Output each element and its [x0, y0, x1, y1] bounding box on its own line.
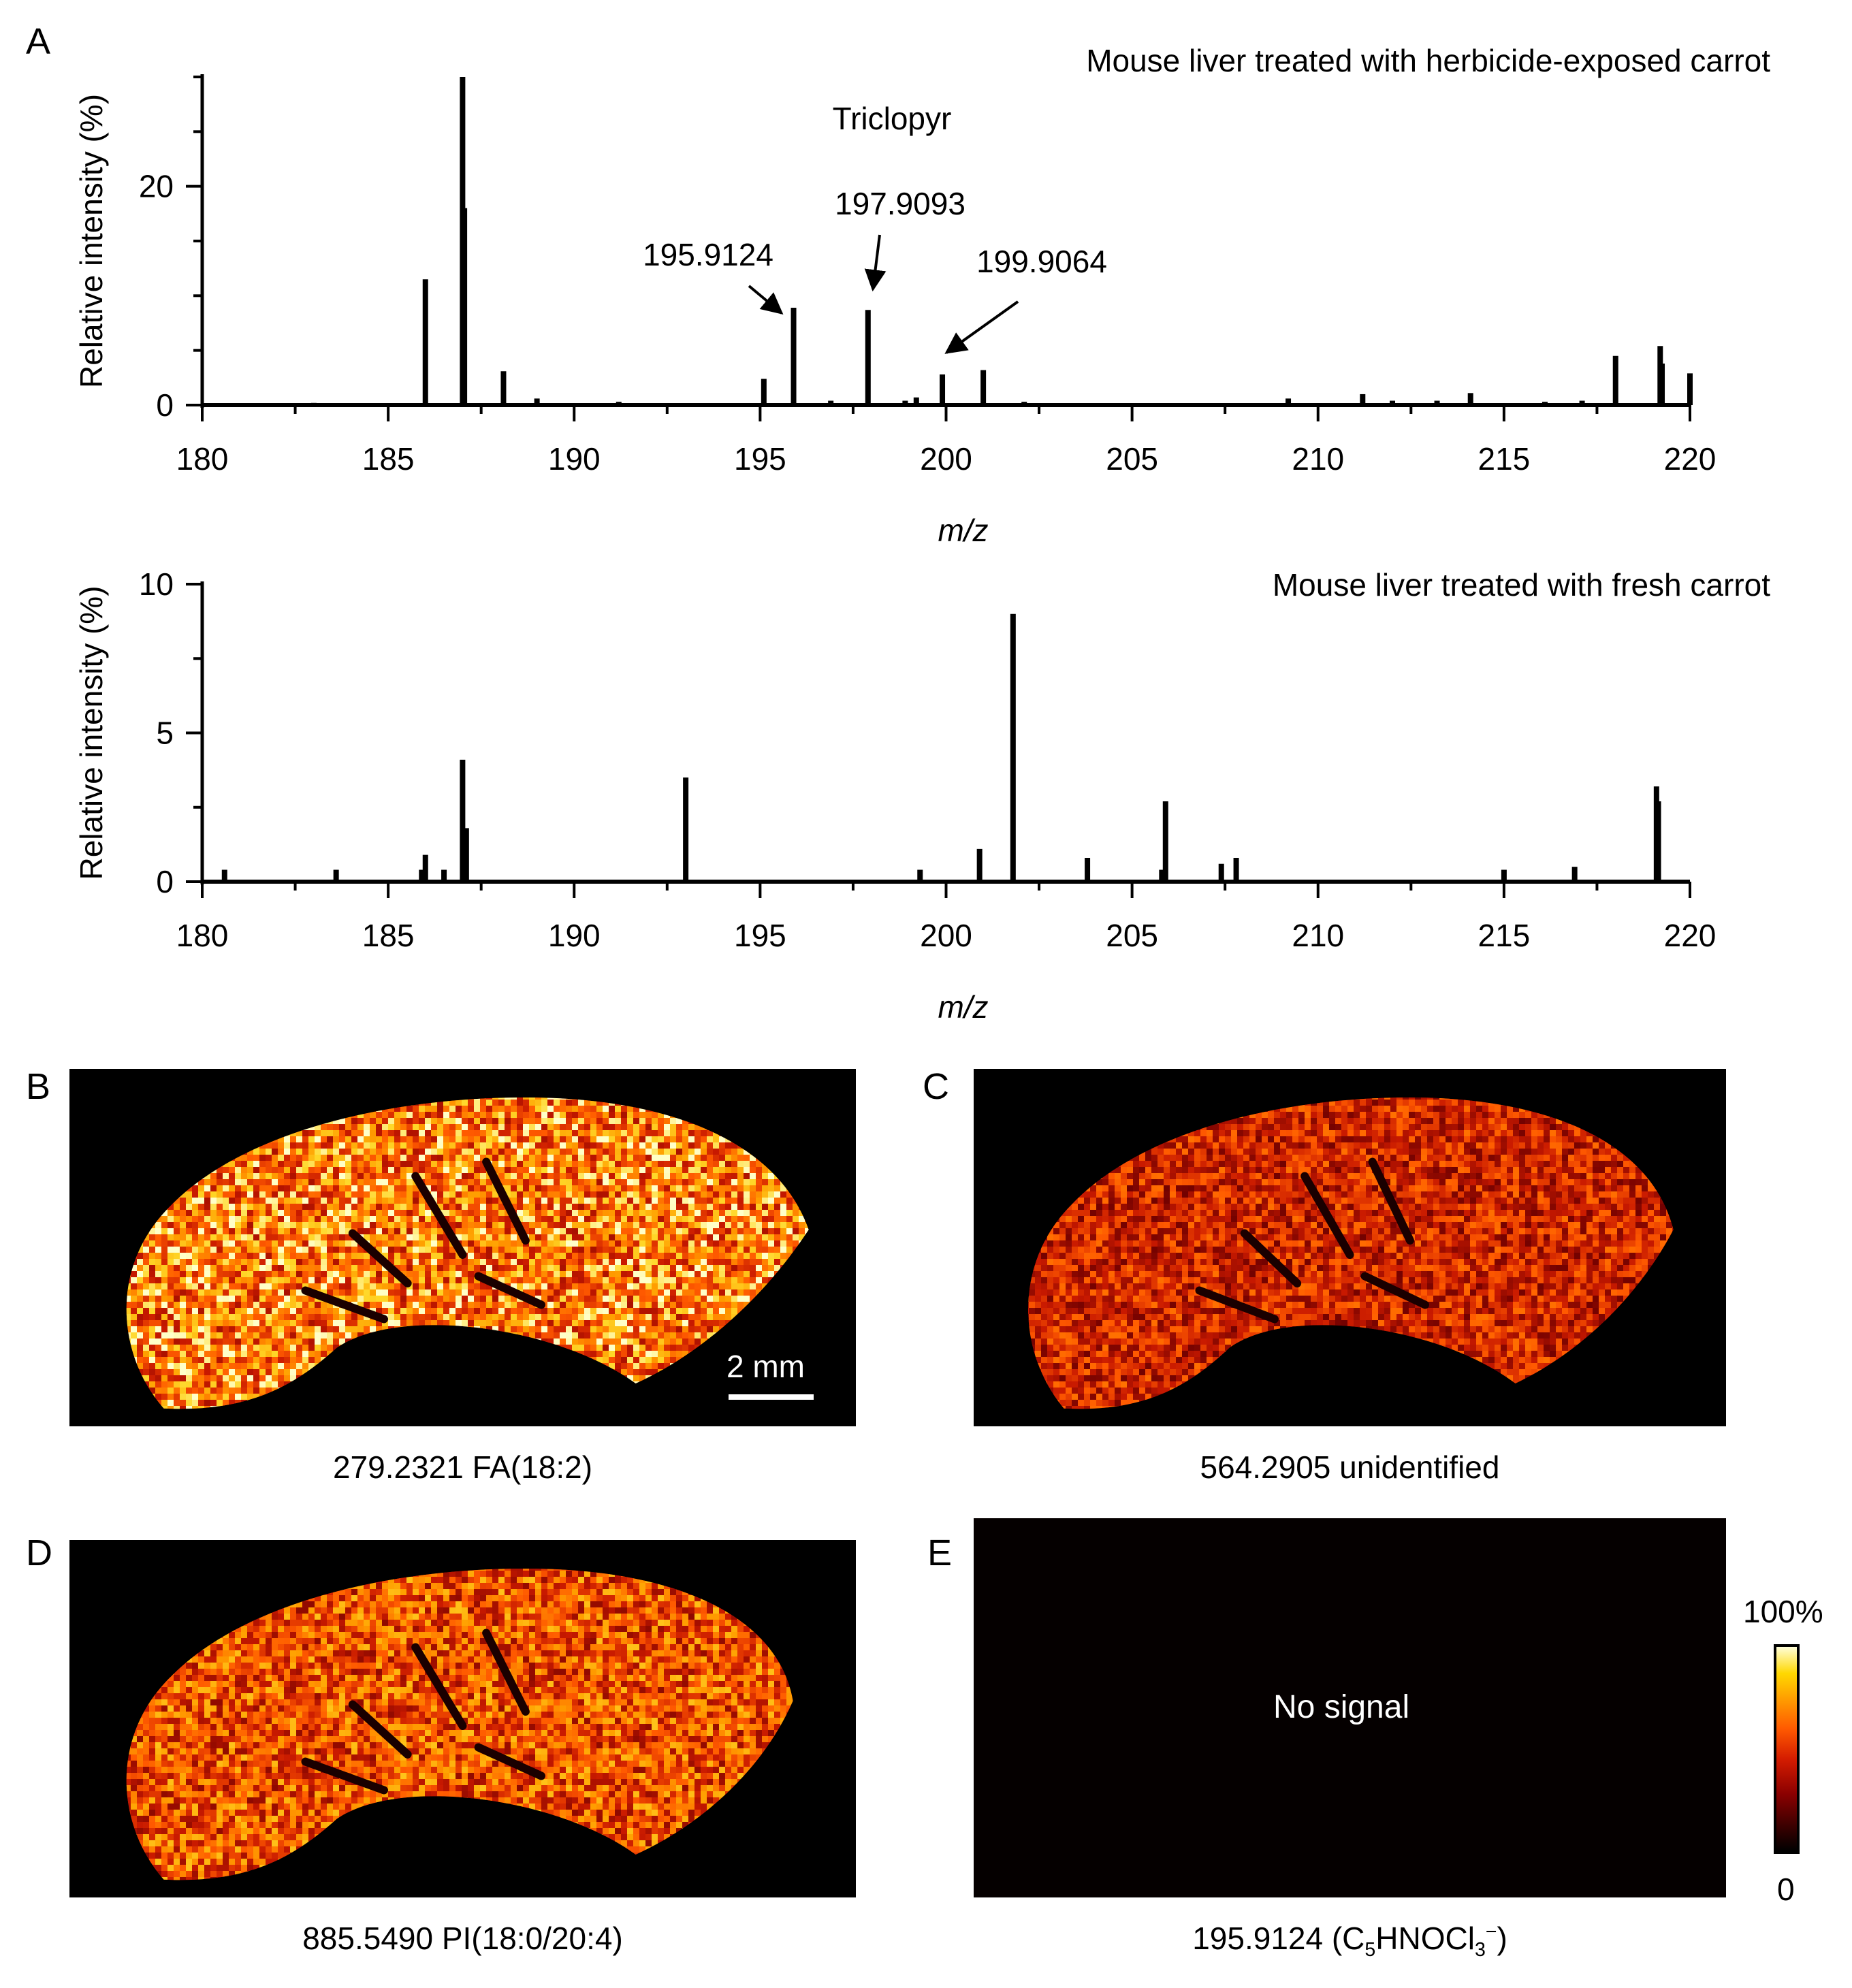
colorbar-min-label: 0 [1777, 1871, 1795, 1908]
y-axis-label: Relative intensity (%) [74, 586, 109, 880]
vessel [482, 1629, 530, 1716]
x-tick-label: 220 [1664, 918, 1717, 953]
x-tick-label: 185 [362, 441, 415, 477]
colorbar-max-label: 100% [1743, 1593, 1823, 1630]
arrow-peak-1 [748, 285, 784, 315]
chart-title: Mouse liver treated with fresh carrot [1273, 567, 1770, 603]
vessel [348, 1229, 412, 1287]
vessel [1368, 1157, 1414, 1245]
tissue-section [1028, 1097, 1674, 1409]
caption-c: 564.2905 unidentified [974, 1449, 1726, 1486]
tissue-section [126, 1569, 793, 1880]
vessel [301, 1286, 388, 1324]
x-tick-label: 180 [176, 918, 229, 953]
arrow-peak-3 [944, 300, 1019, 354]
panel-letter-b: B [26, 1065, 50, 1108]
ms-image-triclopyr: No signal [974, 1518, 1726, 1897]
x-tick-label: 195 [734, 441, 786, 477]
panel-letter-d: D [26, 1532, 52, 1574]
y-tick-label: 20 [139, 169, 174, 204]
x-axis-label: m/z [938, 513, 988, 548]
caption-e: 195.9124 (C5HNOCl3−) [974, 1920, 1726, 1961]
scale-bar-label: 2 mm [727, 1348, 805, 1385]
x-tick-label: 180 [176, 441, 229, 477]
x-tick-label: 205 [1106, 918, 1158, 953]
x-tick-label: 200 [920, 918, 972, 953]
annotation-peak-2: 197.9093 [835, 186, 965, 221]
vessel [474, 1743, 545, 1780]
arrow-peak-2 [864, 234, 887, 292]
x-tick-label: 195 [734, 918, 786, 953]
colorbar [1774, 1644, 1800, 1854]
y-tick-label: 5 [156, 716, 174, 751]
vessel [1195, 1286, 1279, 1324]
scale-bar [729, 1394, 814, 1400]
y-tick-label: 0 [156, 387, 174, 423]
panel-letter-e: E [927, 1532, 952, 1574]
y-tick-label: 0 [156, 864, 174, 899]
annotation-group-label: Triclopyr [833, 101, 952, 136]
spectrum-bottom-chart: 180 185 190 195 200 205 210 215 220 0 5 10 Mouse liv… [74, 566, 1770, 1025]
chart-title: Mouse liver treated with herbicide-expos… [1086, 43, 1770, 78]
vessel [348, 1700, 412, 1759]
vessel [482, 1157, 530, 1245]
x-axis-label: m/z [938, 989, 988, 1025]
x-tick-label: 220 [1664, 441, 1717, 477]
vessel [411, 1172, 467, 1259]
no-signal-label: No signal [1273, 1688, 1409, 1726]
vessel [1240, 1229, 1302, 1287]
vessel [301, 1757, 388, 1795]
caption-d: 885.5490 PI(18:0/20:4) [69, 1920, 856, 1957]
panel-letter-c: C [923, 1065, 949, 1108]
y-axis-label: Relative intensity (%) [74, 94, 109, 388]
x-tick-label: 185 [362, 918, 415, 953]
ms-image-unidentified [974, 1069, 1726, 1426]
x-tick-label: 210 [1292, 441, 1344, 477]
liver-heatmap-b [126, 1097, 809, 1409]
panel-letter-a: A [26, 20, 50, 63]
vessel [411, 1643, 467, 1730]
vessel [1360, 1272, 1429, 1309]
annotation-peak-3: 199.9064 [976, 244, 1107, 279]
annotation-peak-1: 195.9124 [643, 237, 773, 272]
x-tick-label: 190 [548, 441, 601, 477]
x-tick-label: 210 [1292, 918, 1344, 953]
x-tick-label: 215 [1478, 441, 1531, 477]
x-tick-label: 215 [1478, 918, 1531, 953]
ms-image-pi [69, 1540, 856, 1897]
vessel [1300, 1172, 1354, 1259]
liver-heatmap-d [126, 1569, 793, 1880]
x-tick-label: 190 [548, 918, 601, 953]
caption-b: 279.2321 FA(18:2) [69, 1449, 856, 1486]
x-tick-label: 205 [1106, 441, 1158, 477]
spectrum-top-chart: 180 185 190 195 200 205 210 215 220 0 20 Mouse live… [74, 43, 1770, 548]
y-tick-label: 10 [139, 566, 174, 602]
liver-heatmap-c [1028, 1097, 1674, 1409]
ms-image-fa182: 2 mm [69, 1069, 856, 1426]
vessel [474, 1272, 545, 1309]
x-tick-label: 200 [920, 441, 972, 477]
